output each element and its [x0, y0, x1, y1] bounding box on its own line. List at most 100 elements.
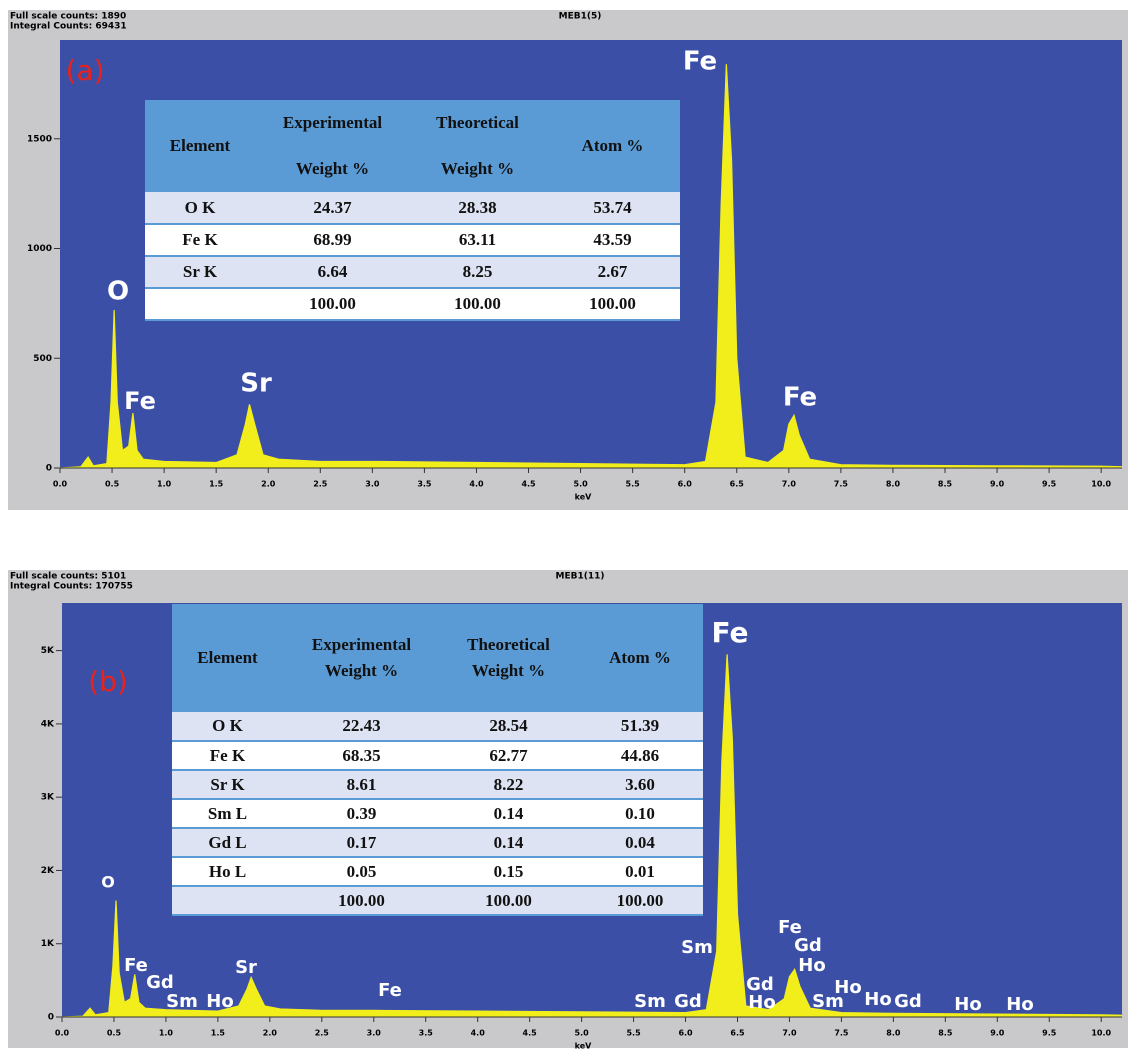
table-cell: 100.00 [255, 288, 410, 321]
peak-label: Fe [783, 383, 817, 413]
table-cell: 43.59 [545, 224, 680, 257]
x-tick-label: 5.5 [626, 480, 641, 489]
table-cell: 62.77 [440, 741, 577, 771]
x-tick-label: 4.5 [523, 1029, 538, 1038]
table-header: Element Experimental Weight % Theoretical … [172, 604, 703, 712]
table-cell: O K [172, 712, 283, 742]
peak-label: Gd [674, 991, 702, 1012]
panel-label: (b) [88, 665, 128, 698]
table-cell: 0.15 [440, 857, 577, 887]
x-tick-label: 5.5 [626, 1029, 641, 1038]
table-cell: 0.04 [577, 828, 703, 858]
x-tick-label: 1.5 [211, 1029, 226, 1038]
y-tick-label: 5K [41, 646, 55, 656]
x-tick-label: 10.0 [1091, 1029, 1111, 1038]
table-cell: Experimental Weight % [283, 604, 440, 712]
x-tick-label: 3.5 [419, 1029, 434, 1038]
x-tick-label: 9.0 [990, 1029, 1005, 1038]
table-cell: Atom % [577, 604, 703, 712]
peak-label: Sm [166, 991, 198, 1012]
peak-label: Ho [206, 991, 233, 1012]
x-tick-label: 4.5 [521, 480, 536, 489]
table-cell: Sr K [172, 770, 283, 800]
table-header: Element Experimental Weight % Theoretical … [145, 100, 680, 192]
x-tick-label: 7.0 [782, 1029, 797, 1038]
panel-label: (a) [65, 54, 104, 87]
table-cell: 8.61 [283, 770, 440, 800]
peak-label: Ho [1006, 994, 1033, 1015]
table-cell: Element [145, 100, 255, 192]
table-row: O K 24.37 28.38 53.74 [145, 192, 680, 225]
table-cell: 28.38 [410, 192, 545, 225]
peak-label: Gd [746, 974, 774, 995]
x-tick-label: 0.5 [105, 480, 120, 489]
x-tick-label: 9.0 [990, 480, 1005, 489]
table-cell: Sm L [172, 799, 283, 829]
x-tick-label: 4.0 [469, 480, 484, 489]
table-row: Fe K 68.99 63.11 43.59 [145, 224, 680, 257]
x-tick-label: 1.0 [159, 1029, 174, 1038]
x-tick-label: 6.5 [730, 480, 745, 489]
peak-label: Fe [712, 616, 749, 649]
peak-label: Ho [954, 994, 981, 1015]
x-tick-label: 0.5 [107, 1029, 122, 1038]
y-tick-label: 500 [33, 354, 52, 364]
table-cell: Gd L [172, 828, 283, 858]
peak-label: O [107, 277, 129, 307]
x-tick-label: 2.5 [315, 1029, 330, 1038]
peak-label: O [101, 873, 115, 892]
table-row: Sr K 8.61 8.22 3.60 [172, 770, 703, 800]
composition-table: Element Experimental Weight % Theoretical … [172, 604, 703, 916]
x-tick-label: 8.0 [886, 1029, 901, 1038]
table-cell: 0.14 [440, 799, 577, 829]
x-tick-label: 9.5 [1042, 480, 1057, 489]
x-tick-label: 5.0 [574, 480, 589, 489]
chart-title: MEB1(11) [556, 572, 605, 582]
x-tick-label: 2.0 [261, 480, 276, 489]
table-cell: 100.00 [410, 288, 545, 321]
table-cell: 2.67 [545, 256, 680, 289]
x-tick-label: 3.0 [365, 480, 380, 489]
table-cell: 3.60 [577, 770, 703, 800]
table-cell: Fe K [172, 741, 283, 771]
peak-label: Fe [124, 955, 148, 976]
full-scale-counts: Full scale counts: 1890 [10, 12, 126, 22]
table-cell: Fe K [145, 224, 255, 257]
table-cell: Ho L [172, 857, 283, 887]
table-row: Ho L 0.05 0.15 0.01 [172, 857, 703, 887]
peak-label: Sr [240, 369, 272, 399]
x-tick-label: 2.5 [313, 480, 328, 489]
table-cell: Theoretical Weight % [410, 100, 545, 192]
integral-counts: Integral Counts: 170755 [10, 582, 133, 592]
x-tick-label: 7.5 [834, 1029, 849, 1038]
y-tick-label: 1000 [27, 244, 52, 254]
peak-label: Ho [834, 977, 861, 998]
x-tick-label: 3.0 [367, 1029, 382, 1038]
table-cell: 51.39 [577, 712, 703, 742]
table-cell: Element [172, 604, 283, 712]
table-cell: 100.00 [440, 886, 577, 916]
table-cell: 100.00 [545, 288, 680, 321]
table-cell: Sr K [145, 256, 255, 289]
peak-label: Gd [146, 972, 174, 993]
table-row: Sm L 0.39 0.14 0.10 [172, 799, 703, 829]
x-tick-label: 8.5 [938, 1029, 953, 1038]
table-cell: 0.05 [283, 857, 440, 887]
x-tick-label: 8.5 [938, 480, 953, 489]
table-cell: Experimental Weight % [255, 100, 410, 192]
table-cell [172, 886, 283, 916]
table-row: Fe K 68.35 62.77 44.86 [172, 741, 703, 771]
x-tick-label: 3.5 [417, 480, 432, 489]
x-tick-label: 9.5 [1042, 1029, 1057, 1038]
x-axis-label: keV [575, 493, 593, 502]
table-cell: 0.17 [283, 828, 440, 858]
full-scale-counts: Full scale counts: 5101 [10, 572, 126, 582]
table-cell: 100.00 [577, 886, 703, 916]
table-cell: 68.35 [283, 741, 440, 771]
table-cell: 0.39 [283, 799, 440, 829]
table-cell: 100.00 [283, 886, 440, 916]
peak-label: Sr [235, 957, 257, 978]
x-tick-label: 1.0 [157, 480, 172, 489]
x-tick-label: 6.0 [678, 480, 693, 489]
